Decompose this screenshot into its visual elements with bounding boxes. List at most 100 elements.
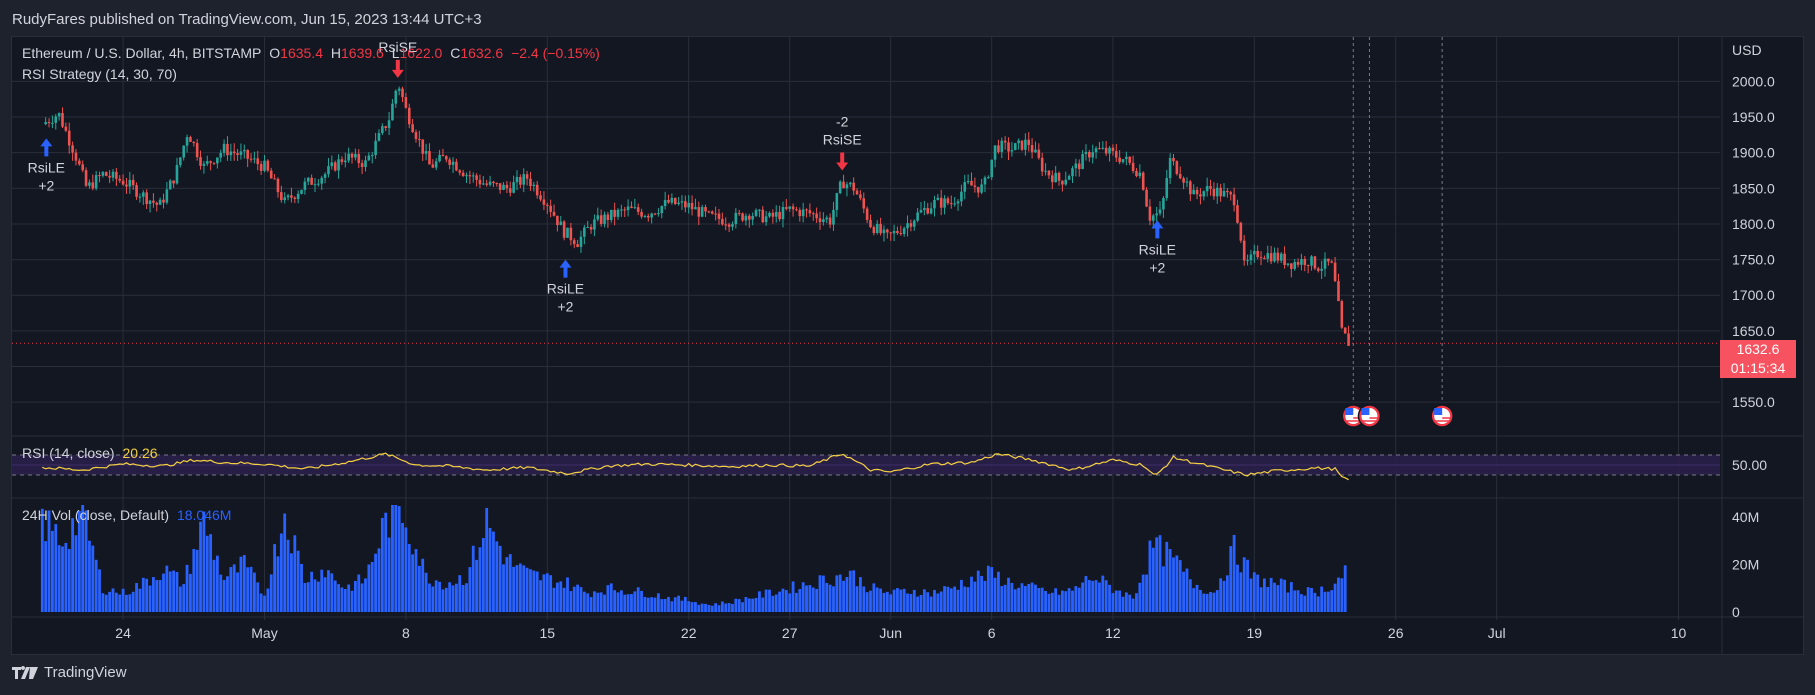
candle-body <box>155 202 159 205</box>
volume-bar <box>1249 578 1253 612</box>
candle-body <box>1343 327 1347 334</box>
tradingview-footer[interactable]: TradingView <box>12 664 127 681</box>
volume-bar <box>354 581 357 612</box>
volume-bar <box>202 511 206 612</box>
candle-body <box>229 151 233 156</box>
candle-body <box>1017 140 1020 144</box>
volume-bar <box>1151 547 1155 612</box>
volume-bar <box>953 586 957 612</box>
x-tick-label: May <box>251 625 277 641</box>
candle-body <box>684 201 687 208</box>
candle-body <box>623 209 627 211</box>
candle-body <box>838 181 842 194</box>
candle-body <box>697 207 701 217</box>
volume-bar <box>1202 593 1206 612</box>
strategy-legend[interactable]: RSI Strategy (14, 30, 70) <box>22 66 181 82</box>
candle-body <box>128 179 132 187</box>
volume-bar <box>579 587 583 612</box>
us-flag-icon-canton <box>1345 408 1354 415</box>
volume-bar <box>751 598 755 612</box>
volume-bar <box>1114 590 1118 612</box>
candle-body <box>811 213 815 215</box>
volume-bar <box>1333 583 1337 612</box>
volume-bar <box>455 583 458 612</box>
volume-bar <box>848 570 852 612</box>
candle-body <box>404 97 408 108</box>
volume-bar <box>855 586 859 612</box>
high-value: 1639.6 <box>341 45 384 61</box>
volume-legend[interactable]: 24H Vol (close, Default) 18.046M <box>22 507 235 523</box>
candle-body <box>344 160 347 163</box>
candle-body <box>566 227 569 238</box>
candle-body <box>1098 148 1101 150</box>
candle-body <box>131 179 135 186</box>
volume-bar <box>761 597 765 612</box>
volume-bar <box>1219 578 1223 612</box>
volume-bar <box>57 545 61 612</box>
volume-bar <box>892 589 896 612</box>
event-markers <box>1341 37 1454 428</box>
candle-body <box>721 218 724 225</box>
candle-body <box>1128 156 1132 163</box>
rsi-legend[interactable]: RSI (14, close) 20.26 <box>22 445 162 461</box>
candle-body <box>401 88 404 98</box>
candle-body <box>879 223 882 234</box>
volume-bar <box>1310 588 1313 612</box>
volume-bar <box>1128 594 1132 612</box>
candle-body <box>785 207 788 209</box>
tradingview-logo-icon <box>12 665 38 679</box>
volume-bar <box>532 570 536 612</box>
signal-qty: +2 <box>38 177 54 193</box>
y-tick-label: 1800.0 <box>1732 216 1775 232</box>
candle-body <box>572 240 576 245</box>
volume-bar <box>976 570 980 612</box>
volume-bar <box>391 505 394 612</box>
candle-body <box>805 209 808 211</box>
candle-body <box>431 164 435 168</box>
candle-body <box>781 207 785 220</box>
x-tick-label: 24 <box>115 625 131 641</box>
candle-body <box>956 201 960 204</box>
volume-bar <box>1040 587 1044 612</box>
candle-body <box>1337 281 1340 302</box>
candle-body <box>1101 147 1105 149</box>
candle-body <box>317 183 320 185</box>
volume-bar <box>572 586 576 612</box>
volume-bar <box>370 561 374 612</box>
volume-bar <box>209 534 213 612</box>
volume-bar <box>232 564 236 612</box>
volume-bars <box>40 505 1347 612</box>
candle-body <box>869 219 872 228</box>
candle-body <box>195 143 199 158</box>
candle-body <box>135 185 138 197</box>
candle-body <box>115 171 118 179</box>
candle-body <box>616 209 620 217</box>
volume-bar <box>1337 577 1340 612</box>
symbol-legend[interactable]: Ethereum / U.S. Dollar, 4h, BITSTAMP O16… <box>22 45 604 61</box>
volume-bar <box>717 605 721 612</box>
volume-bar <box>1296 590 1300 612</box>
candle-body <box>475 175 478 180</box>
candle-body <box>1229 192 1233 195</box>
volume-bar <box>741 602 744 612</box>
candle-body <box>586 226 589 228</box>
volume-bar <box>1148 540 1152 612</box>
volume-bar <box>542 574 546 612</box>
candle-body <box>768 212 771 217</box>
volume-bar <box>909 593 913 612</box>
candle-body <box>923 208 926 211</box>
volume-bar <box>596 592 600 612</box>
volume-bar <box>84 510 88 612</box>
volume-bar <box>47 510 51 612</box>
volume-bar <box>939 591 943 612</box>
candle-body <box>461 172 465 177</box>
candle-body <box>94 175 98 189</box>
candle-body <box>1323 258 1327 269</box>
volume-bar <box>498 545 502 612</box>
volume-bar <box>653 597 657 612</box>
candle-body <box>546 204 549 206</box>
volume-bar <box>438 581 441 612</box>
candle-body <box>1195 189 1199 195</box>
chart-frame[interactable] <box>11 36 1804 655</box>
